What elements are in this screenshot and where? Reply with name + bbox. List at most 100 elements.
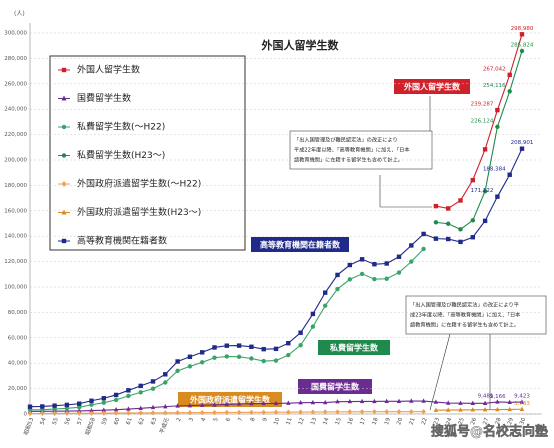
data-point	[200, 350, 205, 355]
data-point	[433, 236, 439, 241]
data-point	[482, 189, 488, 194]
data-point	[64, 402, 70, 408]
value-label: 254,116	[483, 83, 506, 89]
data-point	[236, 354, 242, 360]
legend-label: 外国政府派遣留学生数(H23〜)	[77, 206, 201, 218]
note-box	[289, 130, 433, 170]
data-point	[163, 372, 168, 377]
data-point	[138, 410, 143, 416]
x-tick-label: 54	[40, 417, 48, 426]
data-point	[236, 343, 242, 348]
legend-box	[49, 55, 246, 251]
series: 171,122 188,384 208,901	[27, 140, 533, 409]
leader	[429, 333, 451, 411]
data-point	[446, 407, 451, 412]
legend-label: 私費留学生数(H23〜)	[77, 149, 165, 161]
data-point	[470, 400, 475, 406]
chart-title: 外国人留学生数	[261, 38, 340, 52]
note-text: 平成22年度以降、「高等教育機関」に加え、「日本	[294, 146, 410, 154]
data-point	[101, 400, 107, 405]
data-point	[409, 398, 414, 403]
legend-label: 高等教育機関在籍者数	[77, 235, 167, 247]
legend-label: 外国政府派遣留学生数(〜H22)	[77, 178, 201, 190]
data-point	[77, 410, 82, 416]
y-tick-label: 0	[24, 412, 28, 418]
x-tick-label: 56	[64, 417, 72, 426]
data-point	[126, 388, 131, 393]
value-label: 9,166	[490, 394, 506, 400]
x-tick-label: 5	[213, 417, 220, 423]
data-point	[409, 409, 414, 415]
data-point	[519, 32, 525, 37]
value-label: 9,423	[514, 394, 530, 400]
y-tick-label: 220,000	[4, 132, 27, 138]
data-point	[495, 124, 500, 130]
data-point	[458, 400, 463, 405]
data-point	[359, 409, 365, 415]
value-label: 226,124	[471, 118, 494, 124]
data-point	[507, 72, 512, 78]
data-point	[212, 345, 217, 350]
data-point	[409, 243, 414, 248]
x-tick-label: 21	[409, 417, 417, 426]
x-tick-label: 11	[286, 417, 294, 426]
data-point	[458, 227, 463, 232]
y-tick-label: 80,000	[8, 310, 28, 316]
legend-label: 外国人留学生数	[77, 64, 140, 76]
data-point	[421, 409, 426, 415]
series: 3,733	[433, 401, 530, 412]
data-point	[446, 236, 451, 242]
x-tick-label: 17	[359, 417, 367, 426]
value-label: 9,481	[478, 393, 494, 399]
value-label: 285,824	[511, 43, 534, 49]
data-point	[175, 368, 180, 374]
data-point	[470, 407, 475, 412]
x-tick-label: 7	[238, 417, 245, 423]
x-tick-label: 8	[250, 417, 257, 423]
data-point	[384, 276, 389, 281]
data-point	[27, 410, 33, 417]
note-text: 成23年度以降、「高等教育機関」に加え、「日本	[410, 311, 520, 319]
data-point	[495, 194, 500, 199]
y-tick-label: 120,000	[4, 259, 27, 265]
data-point	[224, 354, 229, 359]
data-point	[261, 400, 266, 406]
data-point	[298, 342, 303, 348]
data-point	[89, 410, 94, 416]
data-point	[89, 402, 94, 407]
data-point	[212, 355, 217, 360]
data-point	[507, 172, 512, 177]
y-tick-label: 240,000	[4, 107, 27, 113]
series-line	[435, 408, 523, 411]
data-point	[249, 400, 254, 406]
data-point	[150, 410, 156, 416]
data-point	[163, 380, 168, 385]
x-tick-label: 10	[273, 417, 281, 426]
data-point	[126, 410, 131, 416]
data-point	[89, 407, 94, 413]
series	[27, 409, 426, 417]
y-tick-label: 180,000	[4, 183, 27, 189]
x-tick-label: 19	[384, 417, 392, 426]
value-label: 171,122	[471, 188, 494, 194]
annotation-label: 高等教育機関在籍者数	[260, 240, 341, 250]
data-point	[335, 286, 340, 292]
data-point	[126, 393, 131, 399]
x-tick-label: 24	[445, 417, 453, 426]
series: 226,124 254,116 285,824	[433, 43, 534, 232]
data-point	[458, 239, 463, 245]
data-point	[359, 257, 365, 262]
data-point	[482, 400, 488, 406]
data-point	[323, 290, 328, 295]
data-point	[212, 402, 217, 407]
note-text: 語教育機関」に在籍する留学生も含めて計上。	[294, 156, 403, 164]
data-point	[323, 409, 328, 415]
data-point	[101, 410, 106, 416]
data-point	[298, 399, 303, 405]
data-point	[187, 409, 193, 416]
legend-marker	[61, 153, 67, 158]
legend-marker	[61, 95, 67, 101]
data-point	[433, 220, 439, 225]
